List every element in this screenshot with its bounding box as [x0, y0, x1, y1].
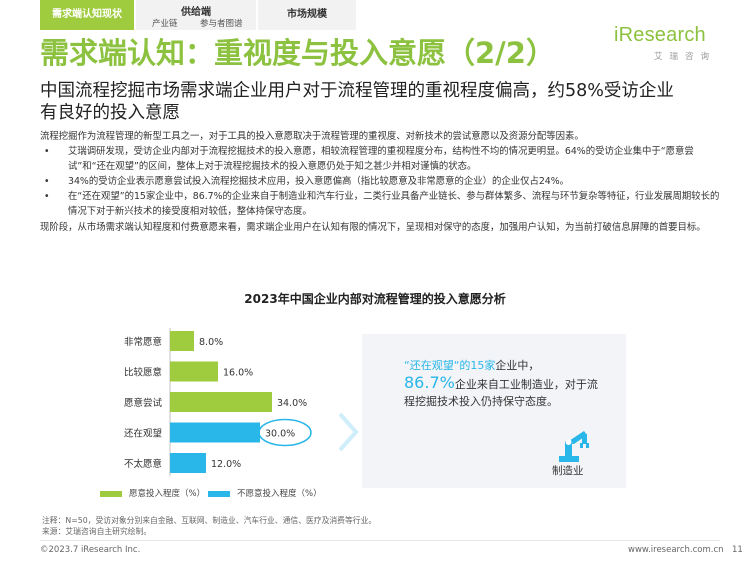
bar — [170, 422, 260, 443]
legend-label-unwilling: 不愿意投入程度（%） — [237, 489, 322, 499]
footer-divider — [40, 540, 720, 541]
category-label: 非常愿意 — [124, 336, 162, 348]
top-navigation: 需求端认知现状 供给端 产业链 参与者图谱 市场规模 — [40, 0, 356, 30]
body-text: 流程挖掘作为流程管理的新型工具之一，对于工具的投入意愿取决于流程管理的重视度、对… — [40, 129, 720, 235]
callout-box — [362, 334, 626, 488]
notes: 注释：N=50，受访对象分别来自金融、互联网、制造业、汽车行业、通信、医疗及消费… — [42, 516, 376, 537]
tab-participant-map[interactable]: 参与者图谱 — [200, 19, 243, 29]
bullet-text: 34%的受访企业表示愿意尝试投入流程挖掘技术应用，投入意愿偏高（指比较愿意及非常… — [68, 176, 570, 188]
category-label: 还在观望 — [124, 428, 162, 440]
page-number: 11 — [732, 545, 743, 555]
bullet-dot: • — [44, 176, 50, 188]
website-url: www.iresearch.com.cn — [628, 545, 724, 555]
callout-percent: 86.7% — [404, 373, 455, 392]
source-text: 来源：艾瑞咨询自主研究绘制。 — [42, 526, 152, 536]
bullet-text: 在“还在观望”的15家企业中，86.7%的企业来自于制造业和汽车行业，二类行业具… — [68, 191, 720, 218]
tab-demand-awareness[interactable]: 需求端认知现状 — [40, 0, 134, 30]
category-label: 愿意尝试 — [124, 397, 163, 409]
bullet-dot: • — [44, 191, 50, 203]
category-label: 比较愿意 — [124, 367, 162, 379]
conclusion-paragraph: 现阶段，从市场需求端认知程度和付费意愿来看，需求端企业用户在认知有限的情况下，呈… — [40, 221, 706, 233]
page-subtitle: 中国流程挖掘市场需求端企业用户对于流程管理的重视程度偏高，约58%受访企业有良好… — [40, 81, 674, 123]
bullet-item: • 34%的受访企业表示愿意尝试投入流程挖掘技术应用，投入意愿偏高（指比较愿意及非… — [40, 174, 720, 189]
logo-brand-text: iResearch — [614, 24, 706, 46]
bullet-list: • 艾瑞调研发现，受访企业内部对于流程挖掘技术的投入意愿，相较流程管理的重视程度分… — [40, 144, 720, 219]
bullet-item: • 艾瑞调研发现，受访企业内部对于流程挖掘技术的投入意愿，相较流程管理的重视程度分… — [40, 144, 720, 174]
bullet-text: 艾瑞调研发现，受访企业内部对于流程挖掘技术的投入意愿，相较流程管理的重视程度分布… — [68, 146, 694, 173]
highlight-circle — [258, 418, 312, 447]
chart-title: 2023年中国企业内部对流程管理的投入意愿分析 — [244, 292, 506, 306]
value-label: 34.0% — [277, 398, 307, 409]
callout-count: 15家 — [470, 359, 496, 372]
robot-arm-icon — [559, 431, 589, 462]
manufacturing-label: 制造业 — [552, 465, 584, 477]
bullet-item: • 在“还在观望”的15家企业中，86.7%的企业来自于制造业和汽车行业，二类行业… — [40, 189, 720, 219]
legend-item-unwilling: 不愿意投入程度（%） — [208, 487, 322, 499]
copyright: ©2023.7 iResearch Inc. — [40, 545, 141, 555]
legend-item-willing: 愿意投入程度（%） — [100, 487, 205, 499]
page-title: 需求端认知：重视度与投入意愿（2/2） — [40, 36, 555, 70]
callout-prefix: “还在观望“的 — [404, 359, 471, 372]
bar — [170, 361, 218, 382]
value-label: 12.0% — [211, 459, 241, 470]
tab-market-size[interactable]: 市场规模 — [258, 0, 356, 30]
intro-paragraph: 流程挖掘作为流程管理的新型工具之一，对于工具的投入意愿取决于流程管理的重视度、对… — [40, 131, 584, 142]
bar — [170, 453, 206, 473]
legend-label-willing: 愿意投入程度（%） — [129, 489, 206, 499]
tab-group-supply: 供给端 产业链 参与者图谱 — [136, 0, 256, 30]
bar — [170, 392, 272, 412]
callout-text: “还在观望“的15家企业中， 86.7%企业来自工业制造业，对于流程挖掘技术投入… — [404, 357, 604, 410]
value-label: 30.0% — [265, 429, 295, 440]
tab-supply-title[interactable]: 供给端 — [181, 7, 211, 18]
value-label: 8.0% — [199, 337, 223, 348]
bullet-dot: • — [44, 146, 50, 158]
callout-suffix: 企业中， — [495, 359, 540, 372]
logo-cn-text: 艾瑞咨询 — [654, 52, 717, 62]
bar — [170, 331, 194, 351]
iresearch-logo: iResearch 艾瑞咨询 — [614, 24, 724, 68]
legend-swatch-willing — [100, 490, 122, 497]
chevron-right-icon — [338, 412, 359, 452]
legend-swatch-unwilling — [208, 490, 230, 497]
category-label: 不太愿意 — [124, 458, 162, 470]
note-text: 注释：N=50，受访对象分别来自金融、互联网、制造业、汽车行业、通信、医疗及消费… — [42, 516, 377, 525]
value-label: 16.0% — [223, 368, 253, 379]
callout-rest: 企业来自工业制造业，对于流程挖掘技术投入仍持保守态度。 — [404, 378, 598, 408]
tab-industry-chain[interactable]: 产业链 — [152, 19, 178, 29]
